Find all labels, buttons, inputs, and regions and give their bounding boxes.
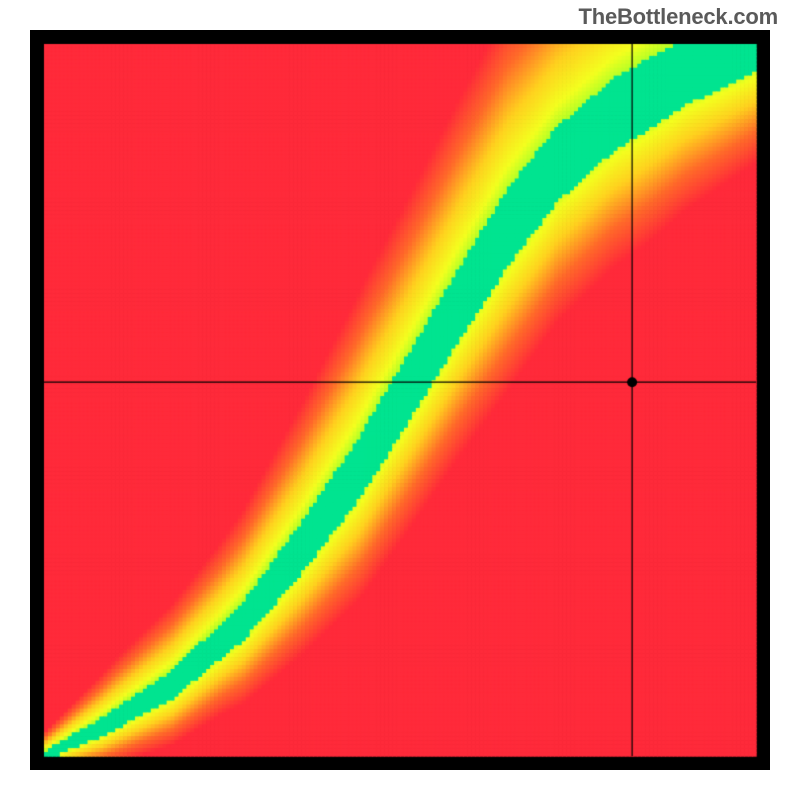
heatmap-canvas — [30, 30, 770, 770]
heatmap-frame — [30, 30, 770, 770]
watermark-text: TheBottleneck.com — [578, 4, 778, 30]
